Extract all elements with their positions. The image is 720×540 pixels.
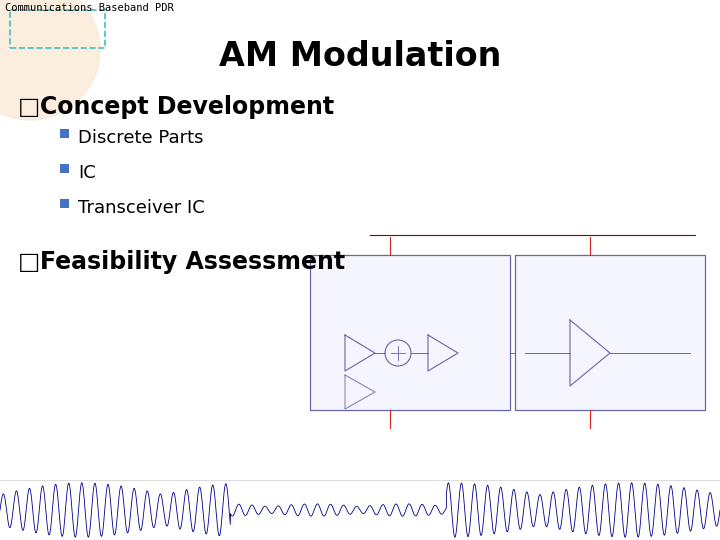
Circle shape — [0, 0, 100, 120]
FancyBboxPatch shape — [60, 199, 69, 208]
Text: AM Modulation: AM Modulation — [219, 40, 501, 73]
Text: IC: IC — [78, 164, 96, 182]
Text: Communications Baseband PDR: Communications Baseband PDR — [5, 3, 174, 13]
FancyBboxPatch shape — [310, 255, 510, 410]
Text: Discrete Parts: Discrete Parts — [78, 129, 204, 147]
Text: Concept Development: Concept Development — [40, 95, 334, 119]
FancyBboxPatch shape — [515, 255, 705, 410]
Text: □: □ — [18, 250, 40, 274]
Text: Feasibility Assessment: Feasibility Assessment — [40, 250, 345, 274]
FancyBboxPatch shape — [60, 164, 69, 173]
FancyBboxPatch shape — [60, 129, 69, 138]
Text: Transceiver IC: Transceiver IC — [78, 199, 204, 217]
Text: □: □ — [18, 95, 40, 119]
